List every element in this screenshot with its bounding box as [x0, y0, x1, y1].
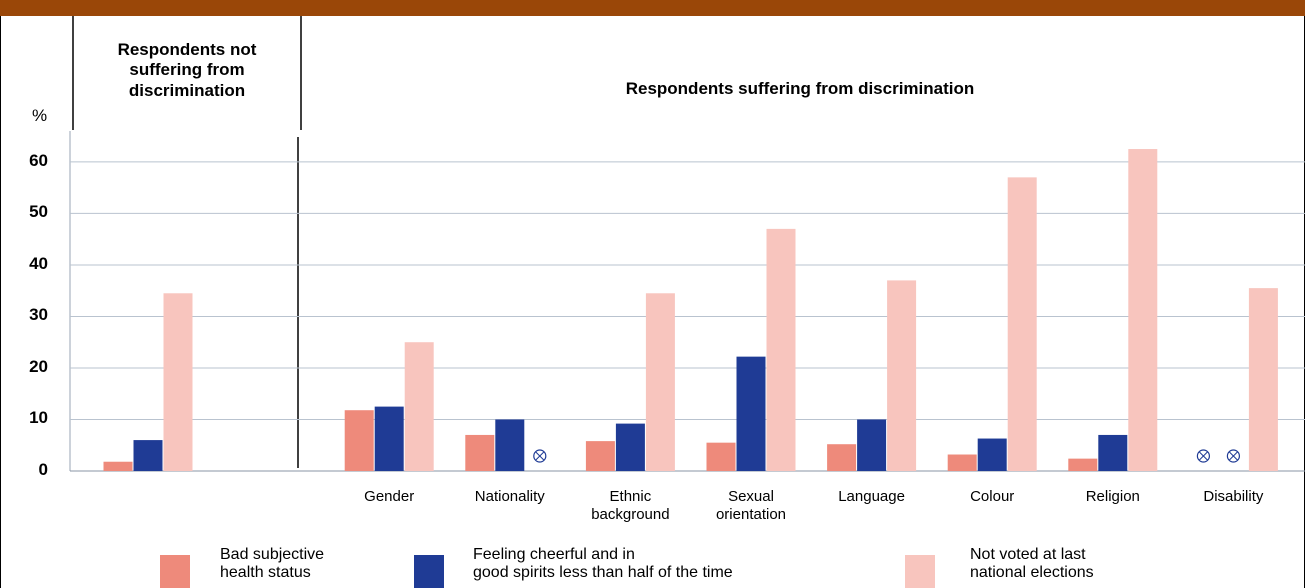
bar [947, 454, 977, 471]
bar [465, 434, 495, 471]
x-tick-label: Disability [1203, 488, 1264, 505]
bar [1007, 177, 1037, 471]
bar [615, 423, 645, 471]
no-data-symbol [1226, 449, 1241, 463]
bar [103, 461, 133, 471]
x-tick-label: Sexual orientation [715, 488, 787, 523]
legend-label: Not voted at last national elections [970, 546, 1094, 582]
no-data-symbol [1196, 449, 1211, 463]
bar [645, 293, 675, 471]
legend-label: Bad subjective health status [220, 546, 325, 582]
y-tick-label: 40 [29, 253, 48, 273]
bar [736, 356, 766, 471]
bar [1068, 458, 1098, 471]
legend-label: Feeling cheerful and in good spirits les… [473, 546, 733, 582]
no-data-symbol [533, 449, 547, 463]
y-tick-label: 50 [29, 202, 48, 222]
group-header: Respondents suffering from discriminatio… [625, 79, 975, 98]
bar [133, 440, 163, 471]
legend-swatch [160, 555, 190, 588]
x-tick-label: Language [838, 488, 905, 505]
top-bar [0, 0, 1305, 16]
group-header: Respondents not suffering from discrimin… [117, 40, 257, 100]
bar [344, 410, 374, 471]
bar [404, 342, 434, 471]
bar [1128, 149, 1158, 471]
y-tick-label: 20 [29, 356, 48, 376]
bar [706, 442, 736, 471]
legend-swatch [905, 555, 935, 588]
legend-swatch [414, 555, 444, 588]
y-axis-label: % [32, 106, 48, 125]
bar [1098, 434, 1128, 471]
bar [766, 228, 796, 471]
y-tick-label: 10 [29, 408, 48, 428]
bar [374, 406, 404, 471]
x-tick-label: Religion [1085, 488, 1140, 505]
bar [1248, 288, 1278, 471]
bar [827, 444, 857, 471]
bar [887, 280, 917, 471]
x-tick-label: Gender [364, 488, 415, 505]
y-tick-label: 30 [29, 305, 48, 325]
bar [163, 293, 193, 471]
bar [495, 419, 525, 471]
x-tick-label: Colour [970, 488, 1015, 505]
bar [857, 419, 887, 471]
x-tick-label: Ethnic background [591, 488, 670, 523]
bar [977, 438, 1007, 471]
y-tick-label: 0 [38, 460, 48, 479]
x-tick-label: Nationality [474, 488, 545, 505]
bar [585, 441, 615, 471]
y-tick-label: 60 [29, 150, 48, 170]
